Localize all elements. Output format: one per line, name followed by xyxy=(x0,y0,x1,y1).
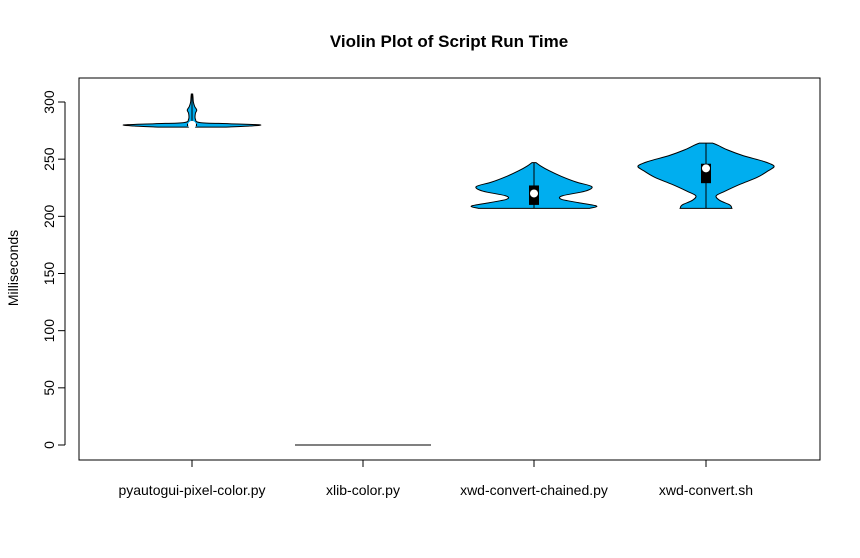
y-tick-label: 0 xyxy=(41,441,57,449)
violin-median xyxy=(702,164,710,173)
y-tick-label: 150 xyxy=(41,262,57,286)
violins xyxy=(122,93,775,446)
x-tick-label: xlib-color.py xyxy=(326,482,400,498)
x-tick-label: xwd-convert-chained.py xyxy=(460,482,608,498)
y-axis-label: Milliseconds xyxy=(5,230,21,306)
chart-title: Violin Plot of Script Run Time xyxy=(330,32,568,51)
x-axis: pyautogui-pixel-color.py xlib-color.py xwd… xyxy=(118,459,753,498)
y-tick-label: 200 xyxy=(41,204,57,228)
x-tick-label: pyautogui-pixel-color.py xyxy=(118,482,265,498)
violin-3 xyxy=(470,162,598,209)
violin-iqr-box xyxy=(701,163,711,184)
plot-frame xyxy=(78,77,821,461)
violin-median xyxy=(530,189,538,198)
y-tick-label: 250 xyxy=(41,147,57,171)
y-axis: 0 50 100 150 200 250 300 xyxy=(41,90,66,449)
violin-4 xyxy=(637,142,775,209)
y-tick-label: 300 xyxy=(41,90,57,114)
y-tick-label: 100 xyxy=(41,319,57,343)
violin-1 xyxy=(122,93,262,129)
x-tick-label: xwd-convert.sh xyxy=(659,482,753,498)
violin-median xyxy=(188,120,196,129)
y-tick-label: 50 xyxy=(41,380,57,396)
